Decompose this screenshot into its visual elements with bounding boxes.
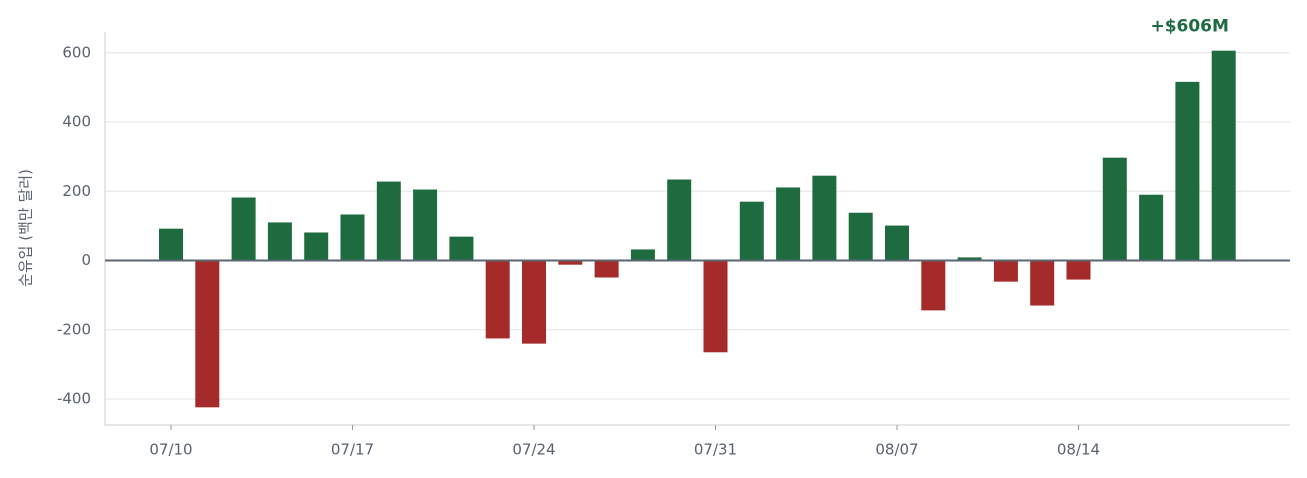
bar	[812, 175, 837, 261]
bar	[957, 257, 982, 261]
y-axis-label: 순유입 (백만 달러)	[17, 169, 35, 287]
x-tick-label: 07/17	[331, 441, 374, 459]
y-tick-label: 600	[62, 43, 91, 61]
bar	[558, 260, 583, 265]
bar	[1030, 260, 1055, 306]
x-tick-label: 07/24	[512, 441, 555, 459]
bar	[848, 212, 873, 261]
x-tick-label: 08/07	[875, 441, 918, 459]
y-tick-label: 0	[81, 251, 91, 269]
bar	[1066, 260, 1091, 280]
bar	[340, 214, 365, 261]
bar	[921, 260, 946, 311]
bar	[376, 181, 401, 261]
bar	[1102, 157, 1127, 261]
bar	[413, 189, 438, 261]
bar	[159, 228, 183, 261]
bar	[1175, 81, 1200, 261]
bar	[594, 260, 619, 278]
bar	[304, 232, 329, 261]
bar	[485, 260, 510, 339]
x-tick-label: 07/10	[149, 441, 192, 459]
x-tick-label: 07/31	[694, 441, 737, 459]
bar	[267, 222, 292, 261]
bar	[776, 187, 801, 261]
x-tick-label: 08/14	[1057, 441, 1100, 459]
y-tick-label: -400	[57, 390, 91, 408]
bar	[1139, 194, 1164, 261]
bar	[993, 260, 1018, 282]
bar	[231, 197, 256, 261]
bar	[522, 260, 546, 344]
bar	[885, 225, 909, 261]
value-label: +$606M	[1150, 17, 1228, 37]
y-tick-label: -200	[57, 320, 91, 338]
bar	[1211, 50, 1236, 261]
y-tick-label: 200	[62, 182, 91, 200]
bar	[739, 201, 764, 261]
bar	[630, 249, 655, 261]
bar	[195, 260, 220, 408]
bar	[703, 260, 728, 353]
bar	[667, 179, 692, 261]
bar	[449, 236, 474, 261]
y-tick-label: 400	[62, 113, 91, 131]
